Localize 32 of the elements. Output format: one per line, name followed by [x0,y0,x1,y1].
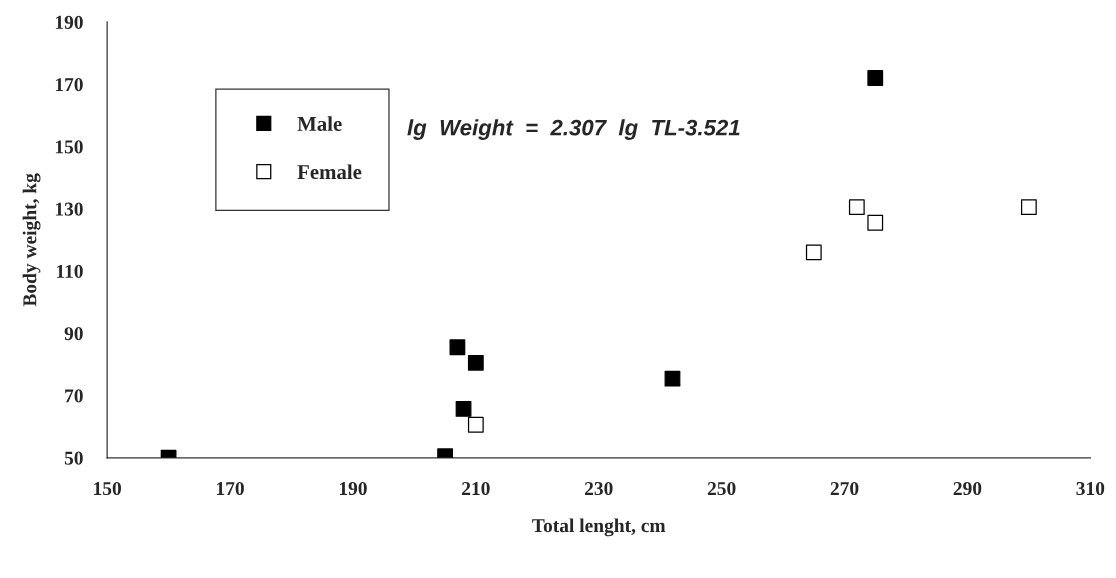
point [664,370,681,387]
x-axis-title: Total lenght, cm [532,518,666,537]
y-tick-label: 90 [64,327,83,341]
y-axis-title: Body weight, kg [22,173,41,307]
x-tick-label: 310 [1076,481,1105,496]
point [455,400,472,417]
x-tick-label: 230 [584,481,613,496]
x-tick-label: 270 [830,481,859,496]
y-tick-label: 150 [55,140,83,154]
legend-label: Female [297,164,362,180]
x-tick-label: 250 [707,481,736,496]
x-tick-label: 290 [953,481,982,496]
point [467,354,484,371]
x-tick-label: 170 [217,481,244,496]
y-tick-label: 170 [55,78,83,92]
y-tick-label: 110 [56,264,83,278]
legend-label: Male [297,116,342,131]
point [867,70,884,86]
point [467,416,484,433]
y-tick-label: 130 [55,202,83,216]
x-tick-label: 210 [462,481,490,496]
y-tick-label: 70 [65,389,83,403]
y-tick-label: 50 [64,451,83,465]
point [867,214,884,231]
x-tick-label: 190 [339,481,367,496]
x-tick-label: 150 [94,481,121,496]
point [848,199,865,216]
point [1020,199,1037,216]
point [449,339,466,356]
point [805,244,822,261]
annotation: lg Weight = 2.307 lg TL-3.521 [407,119,740,140]
y-tick-label: 190 [55,15,83,29]
